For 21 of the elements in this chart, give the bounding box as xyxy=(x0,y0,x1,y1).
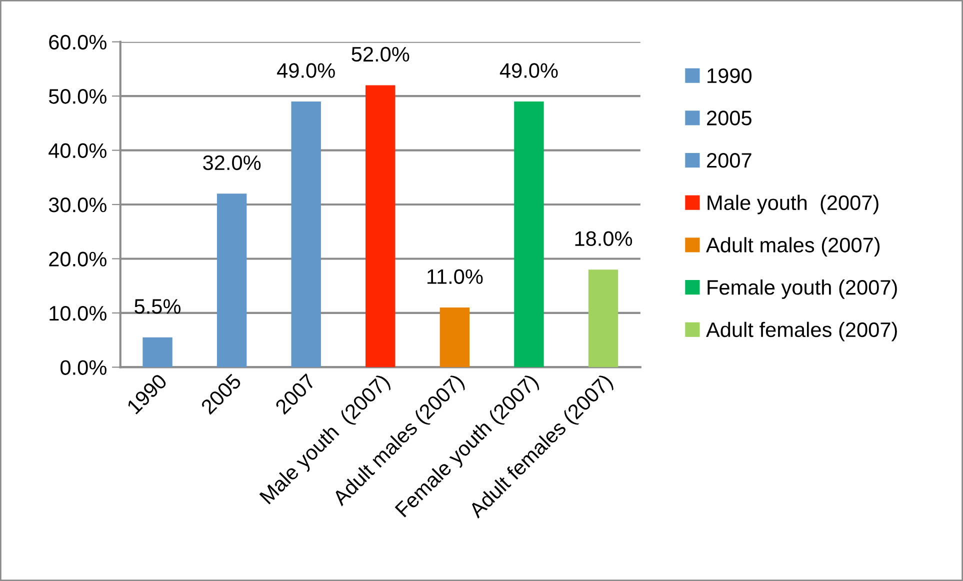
y-tick-label: 40.0% xyxy=(48,143,106,158)
legend-label: Female youth (2007) xyxy=(708,279,897,299)
legend-label: 2007 xyxy=(707,153,752,168)
y-tick-label: 30.0% xyxy=(48,198,106,212)
y-tick-label: 60.0% xyxy=(49,34,106,50)
y-tick-label: 0.0% xyxy=(60,360,106,375)
data-label: 18.0% xyxy=(575,231,632,246)
data-label: 32.0% xyxy=(203,155,261,170)
data-label: 49.0% xyxy=(277,63,335,78)
data-label: 49.0% xyxy=(500,63,558,78)
y-tick-label: 20.0% xyxy=(49,252,106,266)
data-label: 11.0% xyxy=(427,269,483,284)
legend-label: Adult males (2007) xyxy=(706,237,880,257)
y-tick-label: 10.0% xyxy=(50,306,106,321)
legend-label: 2005 xyxy=(707,110,752,126)
legend-label: Male youth (2007) xyxy=(708,194,878,214)
y-tick-label: 50.0% xyxy=(48,89,106,104)
data-label: 5.5% xyxy=(134,299,181,314)
legend-label: Adult females (2007) xyxy=(706,322,897,342)
data-label: 52.0% xyxy=(352,46,410,62)
legend-label: 1990 xyxy=(708,68,752,84)
